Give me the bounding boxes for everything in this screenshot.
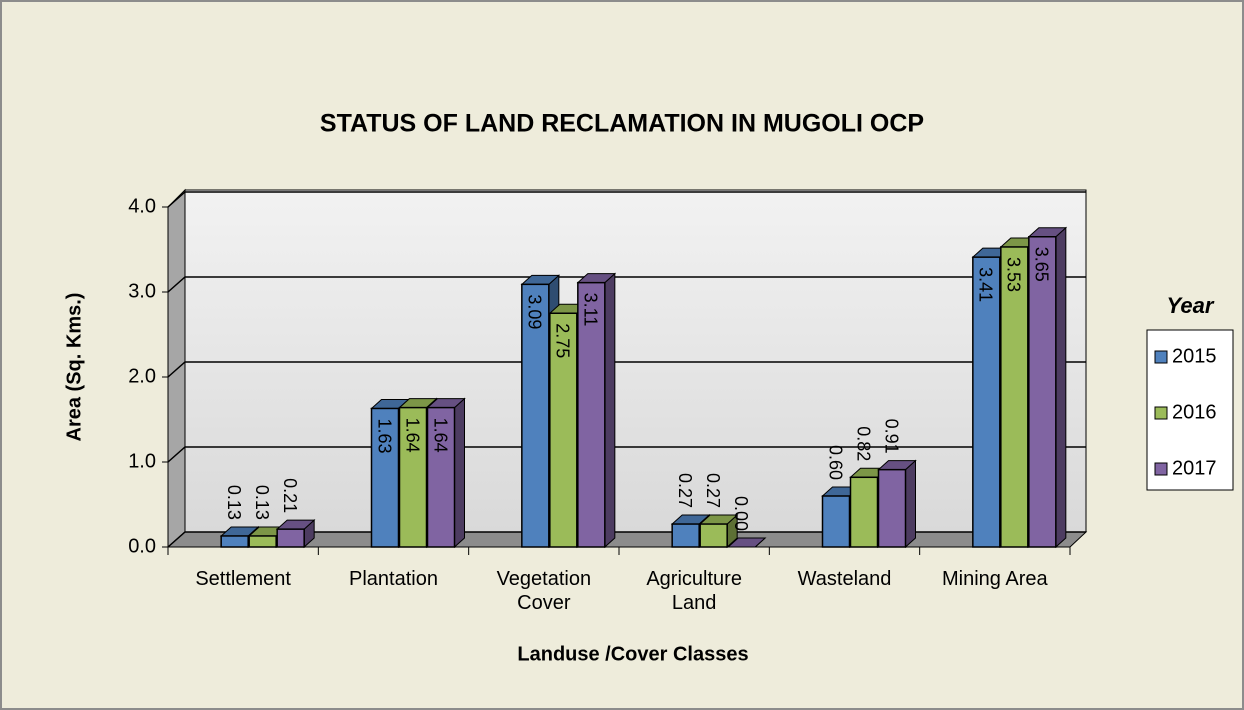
value-label: 1.64 [402, 418, 422, 453]
legend-label: 2015 [1172, 345, 1217, 367]
bar [577, 281, 606, 548]
bar [699, 523, 728, 548]
value-label: 0.27 [703, 473, 723, 508]
bar-side [905, 459, 916, 549]
value-label: 0.13 [252, 485, 272, 520]
bar [877, 468, 907, 548]
x-tick-label: Mining Area [942, 568, 1048, 590]
bar [426, 406, 456, 548]
value-label: 0.60 [825, 445, 845, 480]
x-axis-title: Landuse /Cover Classes [517, 643, 748, 665]
x-tick-label: Agriculture Land [646, 568, 742, 614]
grid-line [167, 446, 1086, 463]
value-label: 3.65 [1032, 247, 1052, 282]
bar-side [454, 397, 465, 549]
bar [220, 535, 249, 548]
bar [370, 407, 400, 548]
value-label: 0.21 [280, 478, 300, 513]
value-label: 3.41 [976, 267, 996, 302]
bar-side [604, 272, 616, 549]
legend-title: Year [1167, 293, 1215, 318]
y-axis-title: Area (Sq. Kms.) [63, 293, 85, 442]
bar [821, 495, 851, 548]
bar [1000, 246, 1029, 548]
legend-marker [1154, 462, 1168, 476]
x-tick-label: Vegetation Cover [496, 568, 592, 614]
back-wall [184, 189, 1087, 533]
value-label: 3.53 [1004, 257, 1024, 292]
x-tick-label: Plantation [349, 568, 438, 590]
grid-line [167, 361, 1086, 378]
legend-label: 2016 [1172, 401, 1217, 423]
y-tick-label: 0.0 [128, 535, 156, 557]
value-label: 0.13 [224, 485, 244, 520]
grid-line [167, 276, 1086, 293]
bar [671, 523, 700, 548]
value-label: 0.82 [853, 426, 873, 461]
legend-marker [1154, 350, 1168, 364]
value-label: 3.09 [525, 294, 545, 329]
value-label: 1.64 [430, 418, 450, 453]
bar [398, 406, 428, 548]
bar-side [1055, 226, 1067, 549]
bar [1028, 236, 1057, 548]
grid-line [167, 531, 1086, 548]
bar [521, 283, 550, 548]
value-label: 2.75 [553, 323, 573, 358]
y-tick-label: 4.0 [128, 195, 156, 217]
value-label: 0.27 [675, 473, 695, 508]
bar [849, 476, 879, 548]
value-label: 3.11 [581, 293, 601, 327]
value-label: 0.91 [881, 419, 901, 454]
value-label: 1.63 [374, 418, 394, 453]
value-label: 0.00 [731, 496, 751, 531]
legend-marker [1154, 406, 1168, 420]
bar [248, 535, 277, 548]
y-tick-label: 1.0 [128, 450, 156, 472]
x-tick-label: Settlement [195, 568, 291, 590]
grid-line [167, 191, 1086, 208]
chart-title: STATUS OF LAND RECLAMATION IN MUGOLI OCP [320, 110, 924, 138]
legend-label: 2017 [1172, 457, 1217, 479]
bar [276, 528, 305, 548]
x-tick-label: Wasteland [797, 568, 892, 590]
y-tick-label: 2.0 [128, 365, 156, 387]
bar [972, 256, 1001, 548]
bar-top [726, 537, 767, 548]
bar [549, 312, 578, 548]
y-tick-label: 3.0 [128, 280, 156, 302]
